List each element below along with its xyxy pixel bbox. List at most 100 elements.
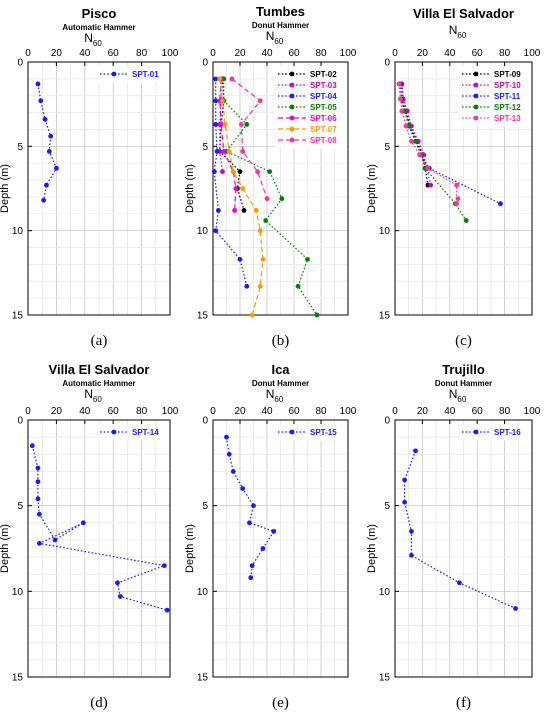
x-axis-label: N60 xyxy=(266,387,284,404)
data-point xyxy=(233,186,239,191)
data-point xyxy=(226,148,232,154)
y-tick-label: 5 xyxy=(17,142,23,153)
series-spt-08 xyxy=(229,76,270,202)
y-tick-label: 10 xyxy=(197,226,209,237)
data-point xyxy=(115,580,120,586)
data-point xyxy=(398,96,403,102)
x-axis-label-subscript: 60 xyxy=(93,39,102,48)
data-point xyxy=(241,208,247,213)
y-tick-label: 0 xyxy=(17,416,23,427)
x-tick-label: 20 xyxy=(234,406,246,417)
legend-marker xyxy=(473,104,479,110)
data-point xyxy=(226,451,232,457)
data-point xyxy=(271,528,277,534)
data-point xyxy=(220,169,225,175)
x-tick-label: 40 xyxy=(79,406,91,417)
panel-caption: (b) xyxy=(272,333,290,349)
x-tick-label: 60 xyxy=(472,406,484,417)
panel-caption: (a) xyxy=(91,333,108,349)
y-tick-label: 10 xyxy=(12,226,24,237)
x-axis-label-main: N xyxy=(449,387,458,401)
x-tick-label: 20 xyxy=(51,406,63,417)
data-point xyxy=(407,123,413,129)
x-tick-label: 60 xyxy=(108,406,120,417)
series-spt-14 xyxy=(29,443,170,613)
plot-frame xyxy=(212,61,349,316)
data-point xyxy=(305,256,310,262)
series-spt-15 xyxy=(224,434,277,581)
data-point xyxy=(409,138,414,144)
y-tick-label: 5 xyxy=(202,501,208,512)
x-tick-label: 20 xyxy=(417,406,429,417)
y-tick-label: 10 xyxy=(12,587,24,598)
legend-box xyxy=(275,66,347,149)
data-point xyxy=(413,448,418,454)
y-tick-label: 5 xyxy=(17,501,23,512)
chart-title: Pisco xyxy=(82,6,117,21)
chart-subtitle: Donut Hammer xyxy=(252,379,309,388)
data-point xyxy=(36,511,42,517)
chart-title: Ica xyxy=(271,362,290,377)
data-point xyxy=(237,169,243,175)
data-point xyxy=(417,152,423,158)
data-point xyxy=(456,580,462,586)
data-point xyxy=(36,540,42,546)
data-point xyxy=(249,312,255,318)
y-axis-label: Depth (m) xyxy=(366,164,378,213)
legend-label: SPT-14 xyxy=(132,428,159,437)
grid xyxy=(395,62,532,315)
data-point xyxy=(80,520,86,526)
data-point xyxy=(454,201,460,207)
data-point xyxy=(224,434,229,440)
x-tick-label: 80 xyxy=(136,48,148,59)
x-tick-label: 80 xyxy=(136,406,148,417)
x-tick-label: 100 xyxy=(524,406,541,417)
x-axis-label: N60 xyxy=(84,387,102,404)
x-tick-label: 40 xyxy=(444,406,456,417)
data-point xyxy=(42,116,48,122)
data-point xyxy=(44,182,49,188)
grid xyxy=(213,420,348,677)
plot-frame xyxy=(212,419,349,678)
x-tick-label: 60 xyxy=(472,48,484,59)
data-point xyxy=(403,123,409,129)
x-axis-label-subscript: 60 xyxy=(457,31,466,40)
chart-subtitle: Automatic Hammer xyxy=(62,23,135,32)
legend-label: SPT-03 xyxy=(310,81,337,90)
y-axis-label: Depth (m) xyxy=(0,164,11,213)
legend-box xyxy=(459,66,531,127)
x-tick-label: 60 xyxy=(108,48,120,59)
data-point xyxy=(251,503,256,509)
data-point xyxy=(35,465,41,471)
data-point xyxy=(216,208,221,213)
legend-marker xyxy=(473,82,479,88)
panel-caption: (c) xyxy=(455,333,472,349)
legend-label: SPT-16 xyxy=(494,428,521,437)
data-point xyxy=(220,98,225,104)
x-tick-label: 100 xyxy=(340,406,357,417)
y-tick-label: 5 xyxy=(384,142,390,153)
y-axis-label: Depth (m) xyxy=(366,524,378,573)
panel-caption: (f) xyxy=(456,695,471,711)
x-axis-label-main: N xyxy=(449,23,458,37)
y-tick-label: 10 xyxy=(197,587,209,598)
legend-marker xyxy=(289,429,295,435)
y-axis-label: Depth (m) xyxy=(184,164,196,213)
y-tick-label: 5 xyxy=(384,501,390,512)
y-tick-label: 15 xyxy=(12,673,24,684)
data-point xyxy=(230,169,236,175)
data-point xyxy=(222,122,228,127)
legend-marker xyxy=(289,104,295,110)
x-tick-label: 100 xyxy=(340,48,357,59)
y-tick-label: 15 xyxy=(379,311,391,322)
x-tick-label: 0 xyxy=(392,406,398,417)
legend: SPT-14 xyxy=(97,424,169,441)
legend: SPT-01 xyxy=(97,66,169,83)
series-line xyxy=(401,83,432,186)
data-point xyxy=(314,312,320,318)
data-point xyxy=(161,563,167,569)
data-point xyxy=(257,228,263,234)
legend-box xyxy=(275,424,347,441)
